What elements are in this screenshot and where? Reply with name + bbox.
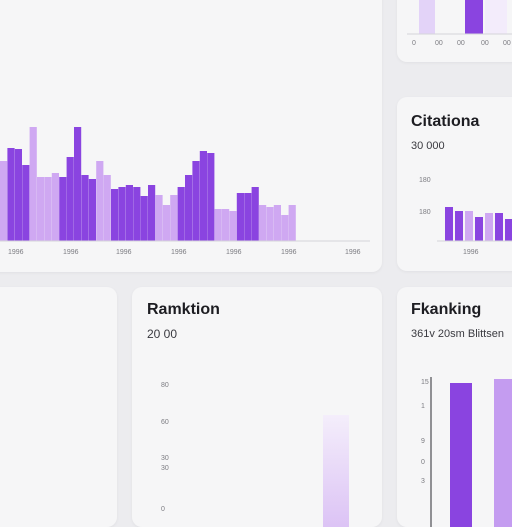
citations-card: Citationa 30 000 180 180 1996	[397, 97, 512, 271]
ramktion-y-tick: 60	[161, 419, 169, 426]
main-bar	[199, 151, 207, 241]
main-bar	[288, 205, 296, 241]
main-bar	[244, 193, 252, 241]
top-right-tick: 00	[503, 40, 511, 47]
top-right-tick: 00	[435, 40, 443, 47]
citations-x-tick: 1996	[463, 249, 479, 256]
main-x-tick: 1996	[116, 249, 132, 256]
citations-bar	[485, 213, 493, 241]
main-bar	[266, 207, 274, 241]
main-bar	[192, 161, 200, 241]
main-bar	[125, 185, 133, 241]
main-bar	[259, 205, 267, 241]
fkanking-bar	[450, 383, 472, 527]
main-bar	[140, 196, 148, 241]
main-bar	[59, 177, 67, 241]
main-x-tick: 1996	[8, 249, 24, 256]
main-bar	[162, 205, 170, 241]
main-bar	[222, 209, 230, 241]
main-bar	[96, 161, 104, 241]
main-bar	[22, 165, 30, 241]
citations-y-tick: 180	[419, 209, 431, 216]
main-x-tick: 1996	[171, 249, 187, 256]
citations-bar	[445, 207, 453, 241]
main-bar	[155, 195, 163, 241]
main-x-tick: 1996	[63, 249, 79, 256]
main-x-tick: 1996	[281, 249, 297, 256]
main-bar	[66, 157, 74, 241]
main-bar	[251, 187, 259, 241]
top-right-tick: 00	[457, 40, 465, 47]
citations-bar	[475, 217, 483, 241]
fkanking-y-tick: 15	[421, 379, 429, 386]
main-bar	[88, 179, 96, 241]
main-bar	[273, 205, 281, 241]
citations-bar	[465, 211, 473, 241]
main-bar	[51, 173, 59, 241]
fkanking-bar-chart: 15 1 9 0 3	[421, 377, 512, 527]
main-bar	[14, 149, 22, 241]
main-bar	[214, 209, 222, 241]
main-bar	[177, 187, 185, 241]
main-bar	[29, 127, 37, 241]
bottom-left-card	[0, 287, 117, 527]
main-x-tick: 1996	[345, 249, 361, 256]
citations-bar	[495, 213, 503, 241]
top-right-tick: 0	[412, 40, 416, 47]
citations-value: 30 000	[411, 140, 445, 152]
ramktion-y-tick: 30	[161, 455, 169, 462]
ramktion-y-tick: 0	[161, 506, 165, 513]
citations-title: Citationa	[411, 113, 480, 130]
ramktion-y-tick: 30	[161, 465, 169, 472]
top-right-bars: 0 00 00 00 00	[407, 0, 512, 47]
ramktion-bar	[323, 415, 349, 527]
ramktion-value: 20 00	[147, 327, 178, 341]
citations-bar-chart: 180 180 1996	[419, 177, 512, 256]
main-bar	[281, 215, 289, 241]
fkanking-title: Fkanking	[411, 301, 482, 318]
main-bar	[111, 189, 119, 241]
main-bar	[81, 175, 89, 241]
main-bar	[133, 187, 141, 241]
main-bar	[7, 148, 15, 241]
fkanking-card: Fkanking 361v 20sm Blittsen 15 1 9 0 3	[397, 287, 512, 527]
main-bar	[44, 177, 52, 241]
top-right-bar	[419, 0, 435, 34]
top-right-card: 0 00 00 00 00	[397, 0, 512, 62]
main-bar	[37, 177, 45, 241]
fkanking-value: 361v 20sm Blittsen	[411, 328, 504, 340]
main-bar	[74, 127, 82, 241]
main-bar	[207, 153, 215, 241]
main-bar	[170, 195, 178, 241]
main-bar	[148, 185, 156, 241]
top-right-bar	[485, 0, 507, 34]
ramktion-bar-chart: 80 60 30 30 0	[161, 382, 349, 527]
fkanking-y-tick: 1	[421, 403, 425, 410]
ramktion-title: Ramktion	[147, 301, 220, 318]
main-x-tick: 1996	[226, 249, 242, 256]
main-bar-chart: 1996 1996 1996 1996 1996 1996 1996	[0, 127, 370, 256]
fkanking-y-tick: 0	[421, 459, 425, 466]
main-bar	[103, 175, 111, 241]
ramktion-y-tick: 80	[161, 382, 169, 389]
fkanking-y-tick: 9	[421, 438, 425, 445]
citations-bar	[505, 219, 512, 241]
ramktion-card: Ramktion 20 00 80 60 30 30 0	[132, 287, 382, 527]
main-bar	[185, 175, 193, 241]
citations-bar	[455, 211, 463, 241]
top-right-bar	[465, 0, 483, 34]
main-bar	[236, 193, 244, 241]
fkanking-bar	[494, 379, 512, 527]
main-bar	[229, 211, 237, 241]
main-bar	[0, 161, 8, 241]
top-right-tick: 00	[481, 40, 489, 47]
main-bar	[118, 187, 126, 241]
citations-y-tick: 180	[419, 177, 431, 184]
fkanking-y-tick: 3	[421, 478, 425, 485]
main-chart-card: 1996 1996 1996 1996 1996 1996 1996	[0, 0, 382, 272]
